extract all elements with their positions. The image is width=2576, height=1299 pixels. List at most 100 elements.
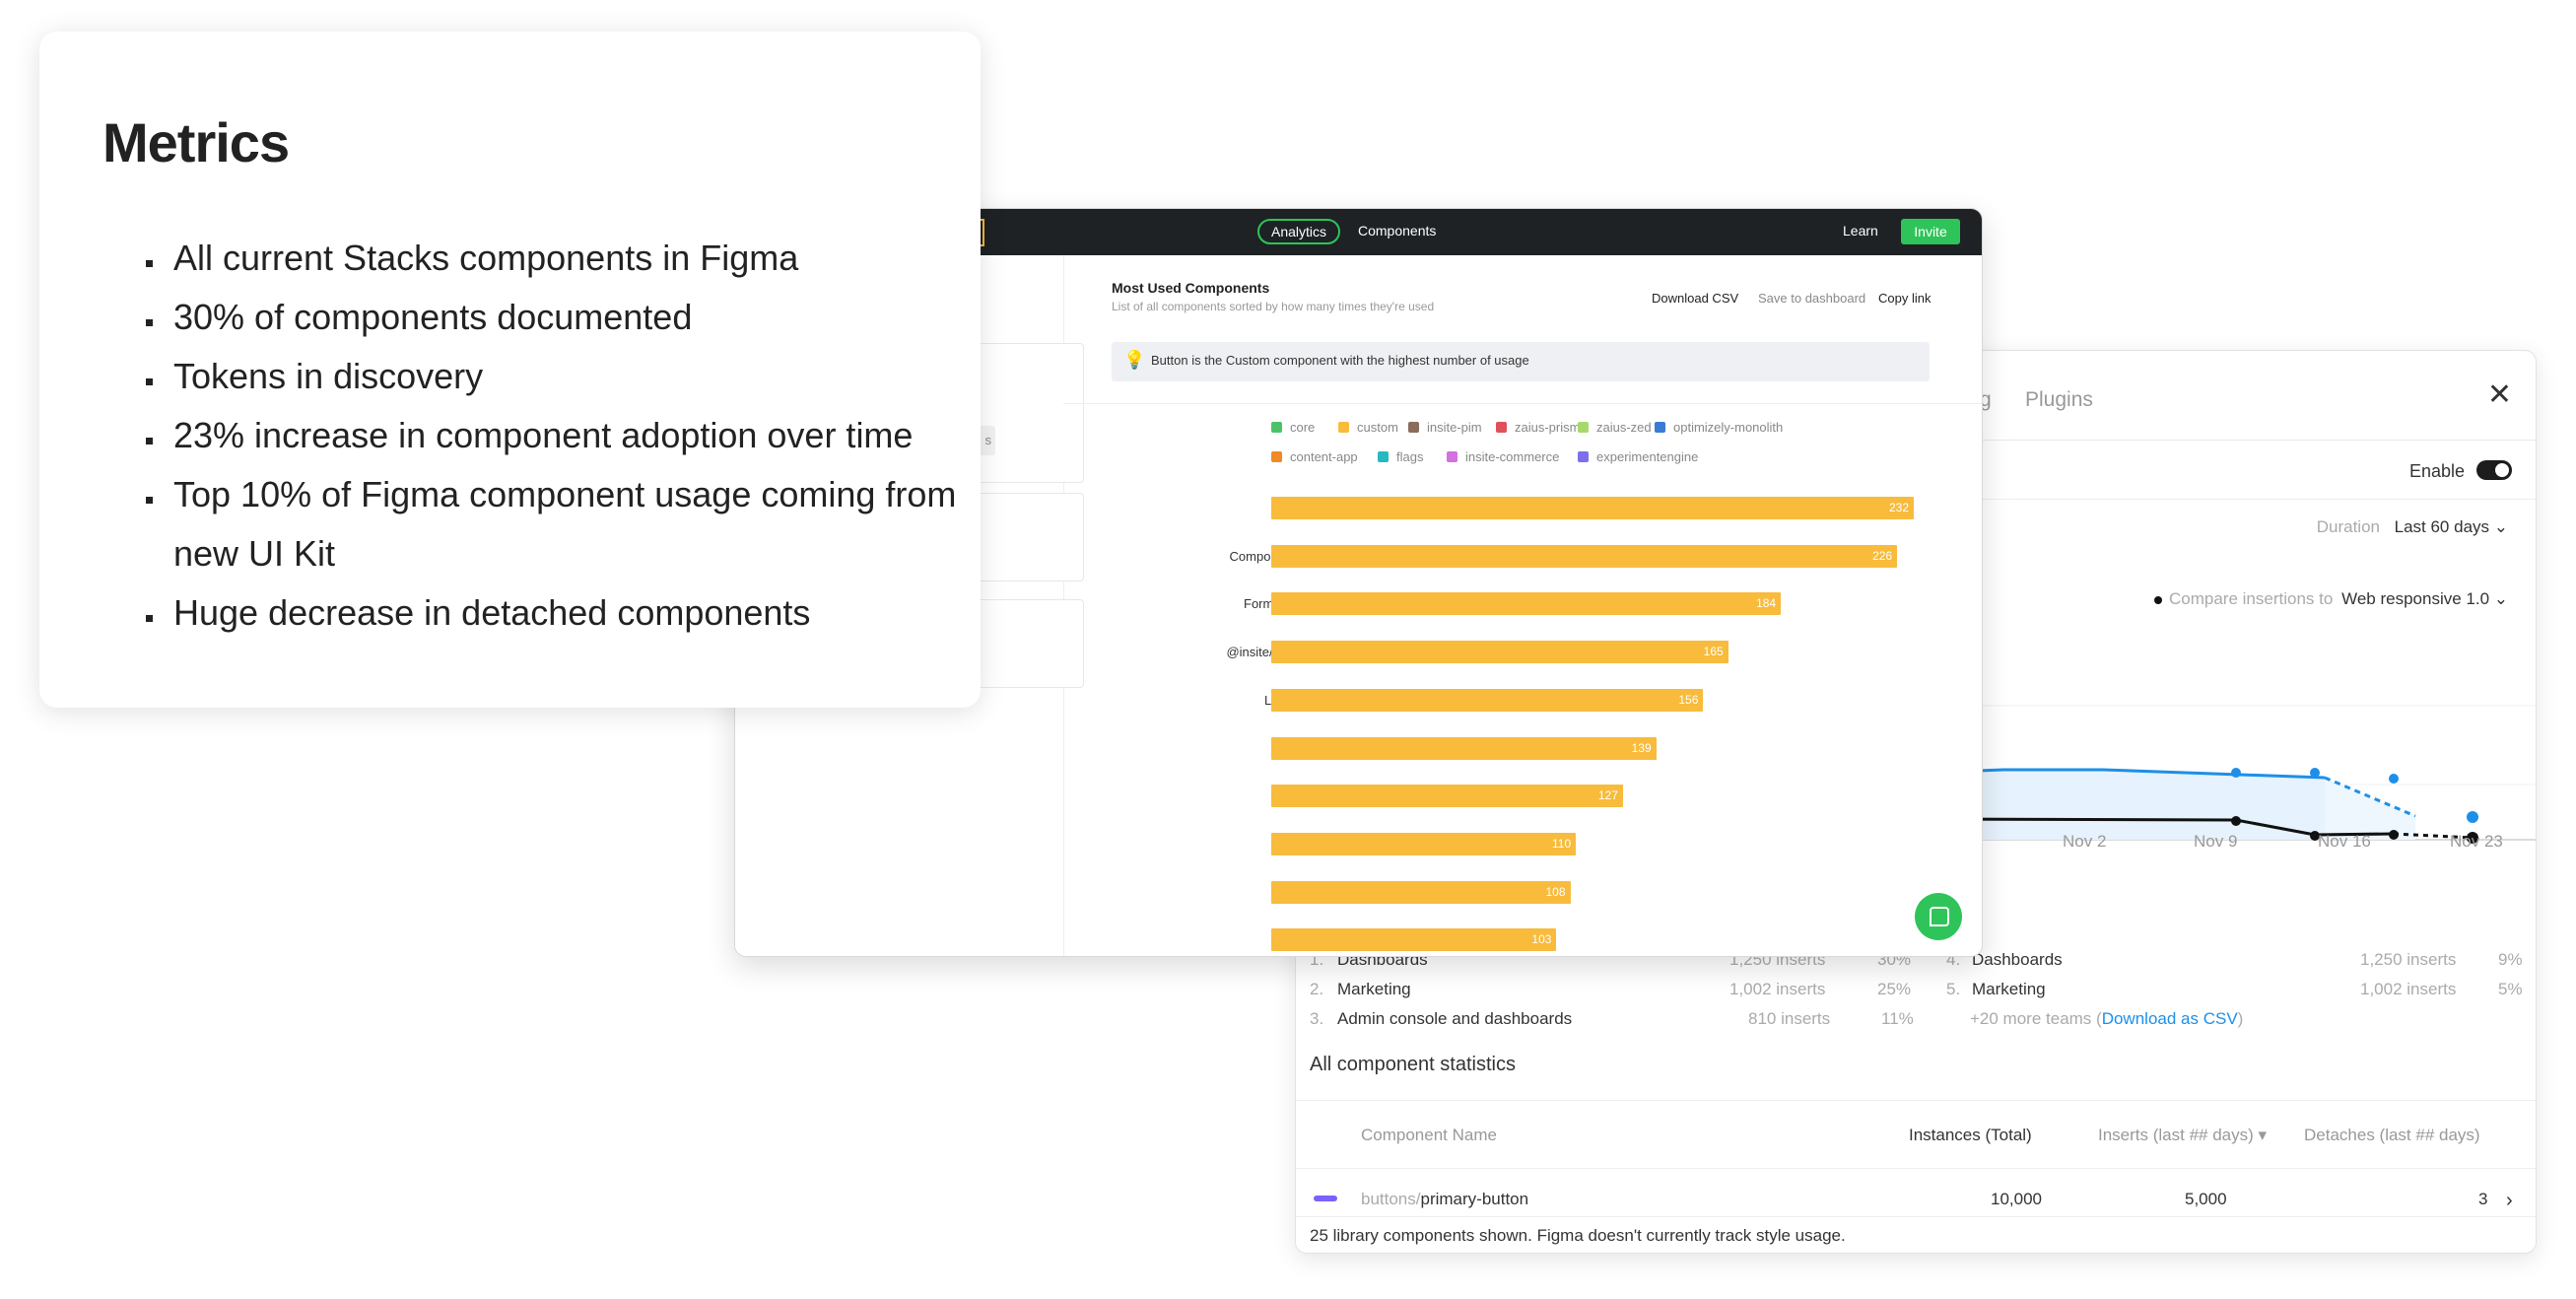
panel-subtitle: List of all components sorted by how man… — [1112, 300, 1435, 313]
info-text: Button is the Custom component with the … — [1151, 353, 1529, 368]
table-footer — [1296, 1216, 2536, 1253]
black-point — [2389, 830, 2399, 840]
team-pct: 11% — [1881, 1009, 1914, 1028]
legend-label: insite-commerce — [1465, 449, 1560, 464]
bar[interactable]: 156 — [1271, 688, 1704, 712]
legend-label: insite-pim — [1427, 420, 1482, 435]
metrics-list: All current Stacks components in Figma 3… — [128, 229, 974, 643]
enable-label: Enable — [2408, 461, 2465, 481]
legend-swatch — [1447, 451, 1457, 462]
metric-item: 30% of components documented — [166, 288, 974, 347]
divider — [1063, 403, 1982, 404]
component-name[interactable]: buttons/primary-button — [1361, 1190, 1528, 1209]
info-banner — [1112, 342, 1930, 381]
legend-label: experimentengine — [1596, 449, 1699, 464]
metric-item: Top 10% of Figma component usage coming … — [166, 465, 974, 583]
sidebar-card[interactable] — [972, 599, 1084, 688]
metrics-title: Metrics — [102, 111, 290, 173]
compare-select[interactable]: Web responsive 1.0 ⌄ — [2341, 589, 2508, 608]
legend-swatch — [1271, 451, 1282, 462]
sidebar-card[interactable] — [972, 343, 1084, 483]
lightbulb-icon: 💡 — [1123, 350, 1146, 370]
legend-swatch — [1271, 422, 1282, 433]
blue-point — [2389, 774, 2399, 784]
legend-swatch — [1378, 451, 1389, 462]
copy-link-button[interactable]: Copy link — [1878, 291, 1932, 306]
legend-label: optimizely-monolith — [1673, 420, 1784, 435]
nav-components[interactable]: Components — [1358, 223, 1437, 239]
legend-item[interactable]: custom — [1338, 420, 1398, 435]
bar[interactable]: 108 — [1271, 880, 1571, 904]
panel-title: Most Used Components — [1112, 280, 1270, 296]
compare-dot-icon — [2154, 596, 2162, 604]
team-inserts: 810 inserts — [1748, 1009, 1831, 1028]
tab-partial[interactable]: g — [1980, 388, 1992, 411]
team-inserts: 1,002 inserts — [1729, 980, 1826, 998]
download-csv-link[interactable]: Download as CSV — [2101, 1009, 2238, 1028]
more-teams-prefix: +20 more teams ( — [1970, 1009, 2102, 1028]
bar[interactable]: 226 — [1271, 544, 1898, 568]
chevron-right-icon[interactable]: › — [2506, 1190, 2513, 1211]
nav-learn[interactable]: Learn — [1843, 223, 1878, 239]
x-axis-label: Nov 16 — [2318, 832, 2371, 851]
black-point — [2467, 832, 2478, 844]
series-black-line — [1926, 817, 2395, 837]
legend-item[interactable]: optimizely-monolith — [1655, 420, 1783, 435]
table-header — [1296, 1100, 2536, 1169]
team-name: Admin console and dashboards — [1337, 1009, 1573, 1028]
bar-value: 110 — [1551, 836, 1572, 851]
legend-item[interactable]: zaius-zed — [1578, 420, 1652, 435]
tab-plugins[interactable]: Plugins — [2025, 388, 2093, 411]
legend-swatch — [1496, 422, 1507, 433]
footer-text: 25 library components shown. Figma doesn… — [1310, 1226, 1846, 1245]
legend-item[interactable]: insite-commerce — [1447, 449, 1559, 464]
legend-item[interactable]: core — [1271, 420, 1315, 435]
legend-item[interactable]: flags — [1378, 449, 1423, 464]
legend-label: core — [1290, 420, 1316, 435]
column-header-name[interactable]: Component Name — [1361, 1126, 1497, 1144]
bar[interactable]: 165 — [1271, 641, 1729, 664]
team-name: Marketing — [1972, 980, 2046, 998]
bar-value: 108 — [1545, 884, 1566, 899]
close-icon[interactable]: ✕ — [2486, 378, 2512, 411]
bar[interactable]: 139 — [1271, 736, 1657, 760]
area-fill-projection — [2325, 778, 2415, 840]
section-title: All component statistics — [1310, 1054, 1516, 1075]
team-inserts: 1,250 inserts — [2360, 950, 2457, 969]
legend-label: flags — [1396, 449, 1424, 464]
legend-item[interactable]: insite-pim — [1408, 420, 1482, 435]
legend-swatch — [1408, 422, 1419, 433]
invite-button[interactable]: Invite — [1901, 219, 1960, 244]
duration-select[interactable]: Last 60 days ⌄ — [2394, 517, 2508, 536]
metric-item: Huge decrease in detached components — [166, 583, 974, 643]
bar[interactable]: 232 — [1271, 497, 1914, 519]
legend-item[interactable]: experimentengine — [1578, 449, 1698, 464]
bar-value: 139 — [1631, 740, 1652, 755]
chat-icon[interactable] — [1915, 893, 1962, 940]
nav-analytics[interactable]: Analytics — [1257, 219, 1341, 244]
metric-item: All current Stacks components in Figma — [166, 229, 974, 288]
legend-swatch — [1655, 422, 1665, 433]
team-inserts: 1,002 inserts — [2360, 980, 2457, 998]
column-header-detaches[interactable]: Detaches (last ## days) — [2304, 1126, 2480, 1144]
blue-point — [2310, 768, 2320, 778]
bar[interactable]: 127 — [1271, 785, 1623, 808]
team-name: Marketing — [1337, 980, 1411, 998]
bar[interactable]: 184 — [1271, 592, 1782, 616]
legend-item[interactable]: content-app — [1271, 449, 1358, 464]
component-prefix: buttons/ — [1361, 1190, 1421, 1208]
column-header-instances[interactable]: Instances (Total) — [1909, 1126, 2032, 1144]
x-axis-label: Nov 2 — [2063, 832, 2107, 851]
sidebar-card[interactable] — [972, 493, 1084, 581]
bar-value: 156 — [1678, 692, 1699, 707]
column-header-inserts[interactable]: Inserts (last ## days) ▾ — [2098, 1126, 2268, 1144]
bar[interactable]: 110 — [1271, 832, 1577, 855]
enable-toggle[interactable] — [2476, 460, 2512, 480]
save-to-dashboard-button[interactable]: Save to dashboard — [1758, 291, 1866, 306]
component-detaches: 3 — [2478, 1190, 2488, 1208]
bar[interactable]: 103 — [1271, 928, 1557, 952]
legend-label: content-app — [1290, 449, 1358, 464]
download-csv-button[interactable]: Download CSV — [1652, 291, 1739, 306]
black-point — [2310, 831, 2320, 841]
legend-item[interactable]: zaius-prism — [1496, 420, 1580, 435]
